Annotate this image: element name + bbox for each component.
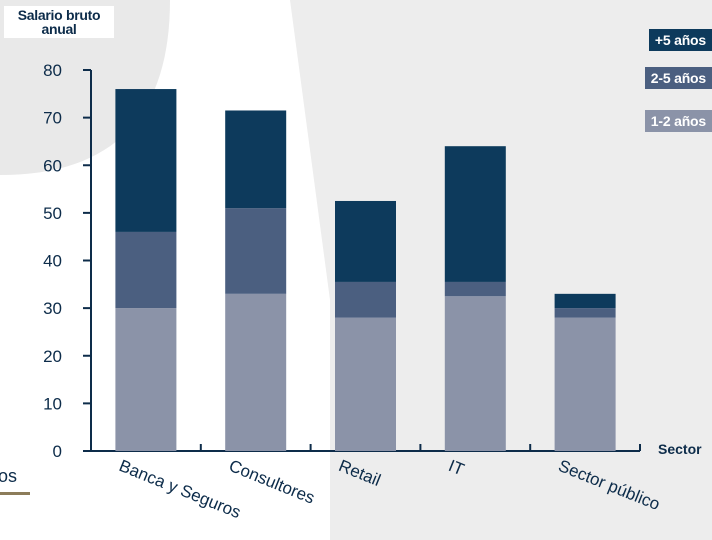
y-tick-label-70: 70 [43,109,62,128]
bar-1-series-1 [115,308,177,451]
legend-item-plus5: +5 años [648,29,712,51]
bar-2-series-1 [225,293,287,451]
x-tick-label-3: Retail [336,456,383,490]
y-tick-label-30: 30 [43,299,62,318]
y-axis-label: Salario bruto anual [4,6,114,38]
legend-label-2-5: 2-5 años [650,70,706,86]
bar-3-series-1 [335,317,396,451]
x-tick-label-2: Consultores [226,456,317,508]
bar-1-series-2 [115,231,177,309]
y-tick-label-40: 40 [43,252,62,271]
legend-item-2-5: 2-5 años [644,67,712,89]
legend-item-1-2: 1-2 años [644,110,712,132]
bar-4-series-3 [444,146,506,282]
legend-label-plus5: +5 años [654,32,706,48]
y-tick-label-80: 80 [43,61,62,80]
legend-label-1-2: 1-2 años [650,113,706,129]
partial-text-underline [0,492,30,495]
x-tick-label-1: Banca y Seguros [116,456,243,522]
bar-5-series-2 [554,308,616,318]
bar-2-series-3 [225,110,287,209]
y-tick-label-0: 0 [53,442,62,461]
bar-4-series-2 [444,281,506,297]
bar-5-series-1 [554,317,616,451]
bar-1-series-3 [115,89,177,232]
bar-3-series-3 [335,200,396,282]
y-tick-label-10: 10 [43,394,62,413]
bar-3-series-2 [335,281,396,318]
x-axis-title: Sector [658,441,702,457]
bar-4-series-1 [444,296,506,451]
y-tick-label-20: 20 [43,347,62,366]
x-tick-label-5: Sector público [556,456,663,514]
bar-5-series-3 [554,293,616,309]
y-tick-label-60: 60 [43,156,62,175]
bar-2-series-2 [225,208,287,294]
partial-text: os [0,466,18,486]
x-tick-label-4: IT [446,456,467,479]
y-tick-label-50: 50 [43,204,62,223]
